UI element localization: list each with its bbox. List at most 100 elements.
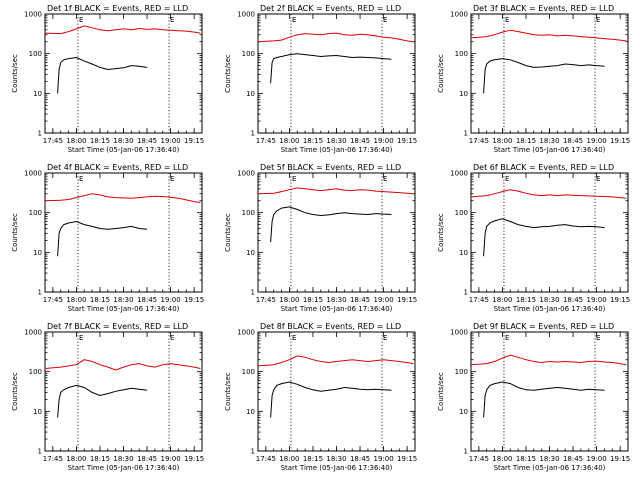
x-tick-label: 18:45 [563, 296, 583, 304]
x-axis-label: Start Time (05-Jan-06 17:36:40) [494, 146, 606, 154]
y-tick-label: 1000 [237, 170, 255, 178]
x-axis-label: Start Time (05-Jan-06 17:36:40) [281, 305, 393, 313]
x-tick-label: 19:15 [610, 455, 630, 463]
events-series-line [57, 56, 148, 94]
x-tick-label: 17:45 [43, 137, 63, 145]
y-tick-label: 100 [455, 209, 468, 217]
lld-series-line [257, 355, 414, 367]
panel-5: Det 5f BLACK = Events, RED = LLD 1 10 100 10… [224, 163, 417, 313]
lld-series-line [470, 354, 627, 366]
marker-label: E [79, 16, 83, 24]
x-tick-label: 19:15 [397, 296, 417, 304]
marker-label: E [79, 175, 83, 183]
events-series-line [483, 218, 605, 257]
x-tick-label: 18:45 [350, 296, 370, 304]
y-tick-label: 1 [464, 130, 468, 138]
x-tick-label: 18:30 [539, 296, 559, 304]
lld-series-line [470, 189, 627, 199]
y-tick-label: 1000 [450, 170, 468, 178]
x-tick-label: 18:30 [326, 137, 346, 145]
marker-label: E [383, 334, 387, 342]
x-tick-label: 19:15 [397, 455, 417, 463]
lld-series-line [44, 359, 201, 371]
y-axis-label: Counts/sec [437, 213, 445, 252]
x-tick-label: 18:30 [539, 455, 559, 463]
plot-frame [257, 172, 416, 293]
y-tick-label: 1000 [450, 11, 468, 19]
lld-series-line [44, 25, 201, 35]
x-tick-label: 18:15 [516, 455, 536, 463]
y-tick-label: 10 [459, 249, 468, 257]
y-tick-label: 1000 [24, 11, 42, 19]
panel-6: Det 6f BLACK = Events, RED = LLD 1 10 100 10… [437, 163, 630, 313]
y-tick-label: 1 [251, 130, 255, 138]
x-tick-label: 18:30 [326, 296, 346, 304]
y-tick-label: 1000 [24, 329, 42, 337]
y-tick-label: 1 [464, 289, 468, 297]
marker-label: E [79, 334, 83, 342]
x-tick-label: 18:00 [66, 137, 86, 145]
x-axis-label: Start Time (05-Jan-06 17:36:40) [68, 305, 180, 313]
plot-frame [470, 331, 629, 452]
x-tick-label: 18:15 [516, 137, 536, 145]
y-axis-label: Counts/sec [224, 372, 232, 411]
x-tick-label: 18:45 [137, 296, 157, 304]
marker-label: E [596, 16, 600, 24]
x-tick-label: 18:45 [137, 137, 157, 145]
events-series-line [57, 220, 148, 257]
x-tick-label: 19:00 [161, 455, 181, 463]
y-tick-label: 1 [464, 448, 468, 456]
y-tick-label: 100 [29, 209, 42, 217]
marker-label: E [170, 334, 174, 342]
marker-label: E [505, 16, 509, 24]
y-axis-label: Counts/sec [224, 213, 232, 252]
panel-1: Det 1f BLACK = Events, RED = LLD 1 10 100 10… [11, 4, 204, 154]
x-tick-label: 19:15 [397, 137, 417, 145]
panel-title: Det 6f BLACK = Events, RED = LLD [473, 163, 614, 172]
x-tick-label: 19:00 [161, 137, 181, 145]
x-tick-label: 18:30 [113, 137, 133, 145]
y-tick-label: 10 [459, 408, 468, 416]
x-tick-label: 18:15 [90, 296, 110, 304]
y-tick-label: 100 [242, 209, 255, 217]
y-axis-label: Counts/sec [11, 54, 19, 93]
panel-title: Det 1f BLACK = Events, RED = LLD [47, 4, 188, 13]
y-tick-label: 10 [246, 249, 255, 257]
marker-label: E [505, 175, 509, 183]
y-tick-label: 1 [38, 130, 42, 138]
panel-title: Det 3f BLACK = Events, RED = LLD [473, 4, 614, 13]
x-tick-label: 17:45 [43, 296, 63, 304]
y-tick-label: 100 [29, 368, 42, 376]
panel-7: Det 7f BLACK = Events, RED = LLD 1 10 100 10… [11, 322, 204, 472]
y-axis-label: Counts/sec [11, 213, 19, 252]
x-tick-label: 19:00 [587, 455, 607, 463]
x-tick-label: 19:15 [184, 296, 204, 304]
marker-label: E [596, 175, 600, 183]
x-tick-label: 18:45 [137, 455, 157, 463]
y-tick-label: 10 [33, 408, 42, 416]
y-tick-label: 100 [455, 50, 468, 58]
x-tick-label: 18:30 [113, 296, 133, 304]
x-tick-label: 19:15 [610, 137, 630, 145]
x-tick-label: 17:45 [43, 455, 63, 463]
y-tick-label: 10 [246, 408, 255, 416]
events-series-line [483, 58, 605, 94]
plot-frame [257, 13, 416, 134]
plot-frame [470, 172, 629, 293]
x-tick-label: 18:45 [350, 137, 370, 145]
lld-series-line [257, 32, 414, 43]
events-series-line [270, 381, 392, 418]
x-tick-label: 18:15 [516, 296, 536, 304]
x-tick-label: 19:15 [184, 455, 204, 463]
panel-9: Det 9f BLACK = Events, RED = LLD 1 10 100 10… [437, 322, 630, 472]
x-tick-label: 17:45 [256, 137, 276, 145]
x-tick-label: 18:00 [66, 296, 86, 304]
x-tick-label: 18:00 [492, 455, 512, 463]
x-axis-label: Start Time (05-Jan-06 17:36:40) [68, 464, 180, 472]
y-axis-label: Counts/sec [224, 54, 232, 93]
x-tick-label: 19:00 [587, 296, 607, 304]
x-axis-label: Start Time (05-Jan-06 17:36:40) [68, 146, 180, 154]
y-tick-label: 1 [38, 448, 42, 456]
y-tick-label: 1000 [237, 329, 255, 337]
marker-label: E [292, 175, 296, 183]
